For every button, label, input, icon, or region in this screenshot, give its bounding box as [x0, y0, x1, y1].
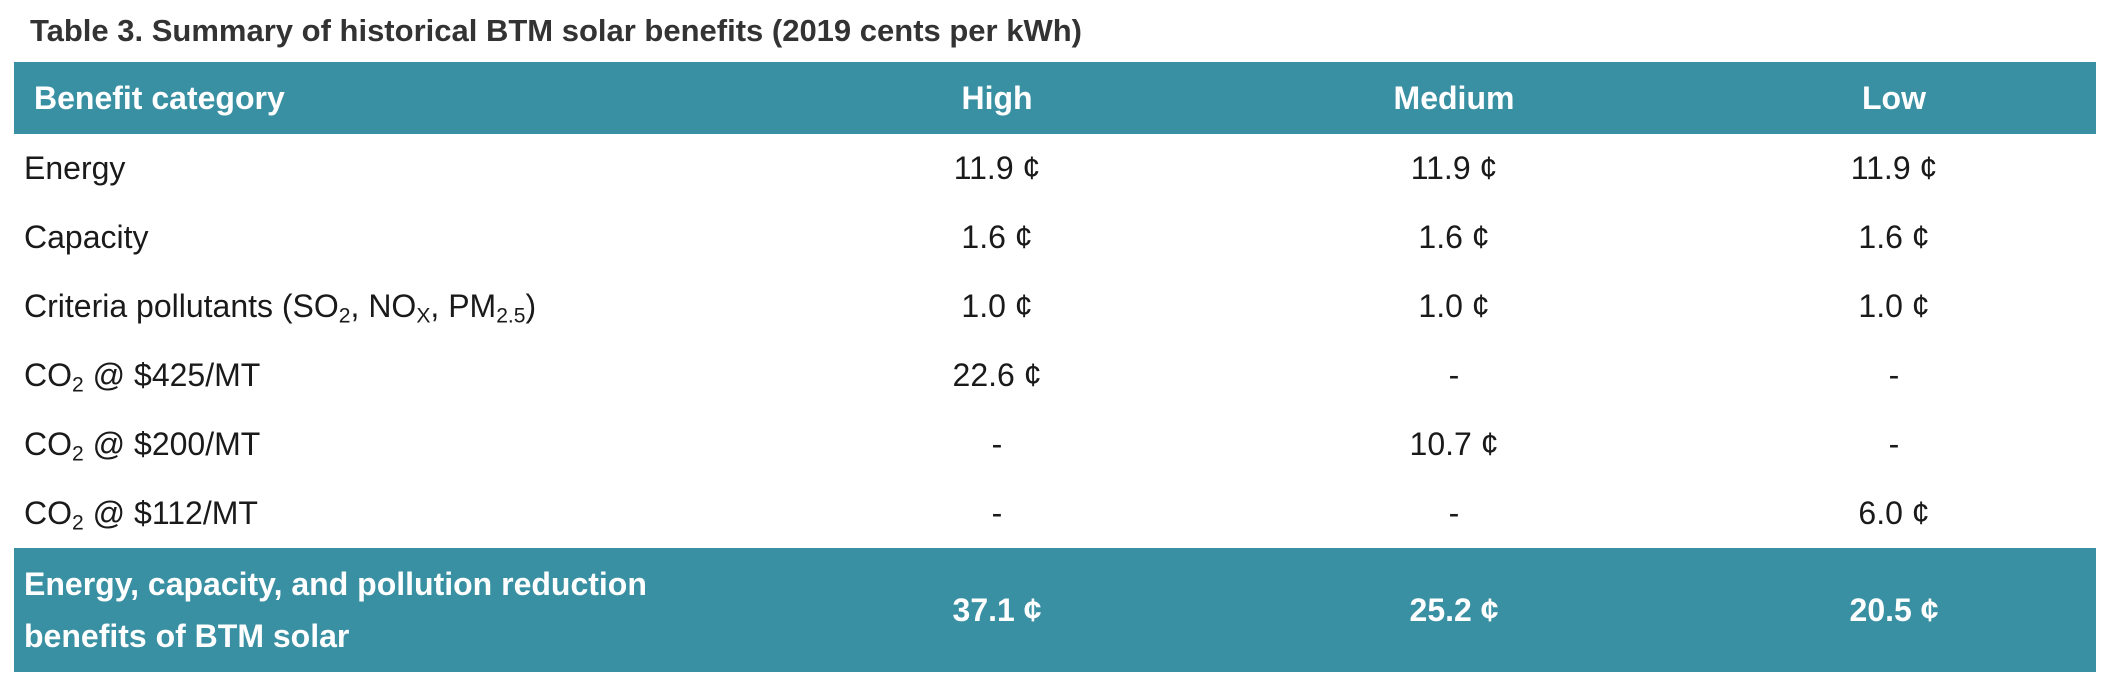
cell-high: 22.6 ¢: [952, 357, 1042, 393]
total-label-line2: benefits of BTM solar: [24, 618, 350, 654]
header-benefit-category: Benefit category: [34, 79, 285, 116]
cell-medium: 1.0 ¢: [1418, 288, 1490, 324]
label-part: , NO: [350, 288, 417, 324]
table-row-criteria-pollutants: Criteria pollutants (SO2, NOX, PM2.5) 1.…: [14, 272, 2096, 341]
cell-low: 1.0 ¢: [1858, 288, 1930, 324]
row-label: CO2 @ $425/MT: [14, 341, 778, 410]
table-row-energy: Energy 11.9 ¢ 11.9 ¢ 11.9 ¢: [14, 134, 2096, 203]
total-label: Energy, capacity, and pollution reductio…: [14, 548, 778, 672]
table-row-capacity: Capacity 1.6 ¢ 1.6 ¢ 1.6 ¢: [14, 203, 2096, 272]
label-subscript: X: [416, 304, 431, 328]
label-part: , PM: [430, 288, 497, 324]
row-label: Capacity: [24, 219, 149, 255]
total-low: 20.5 ¢: [1849, 592, 1939, 628]
table-row-co2-112: CO2 @ $112/MT - - 6.0 ¢: [14, 479, 2096, 548]
table-title: Table 3. Summary of historical BTM solar…: [30, 13, 1082, 48]
cell-high: 1.6 ¢: [961, 219, 1033, 255]
label-subscript: 2.5: [496, 304, 526, 328]
benefits-table: Benefit category High Medium Low Energy …: [14, 62, 2096, 672]
label-part: CO: [24, 357, 72, 393]
total-medium: 25.2 ¢: [1409, 592, 1499, 628]
label-subscript: 2: [72, 511, 84, 535]
label-part: @ $425/MT: [83, 357, 261, 393]
header-row: Benefit category High Medium Low: [14, 62, 2096, 134]
cell-medium: -: [1448, 357, 1460, 393]
cell-high: -: [991, 426, 1003, 462]
label-part: Criteria pollutants (SO: [24, 288, 339, 324]
cell-medium: 1.6 ¢: [1418, 219, 1490, 255]
label-subscript: 2: [72, 442, 84, 466]
label-subscript: 2: [72, 373, 84, 397]
row-label: Criteria pollutants (SO2, NOX, PM2.5): [14, 272, 778, 341]
cell-low: 6.0 ¢: [1858, 495, 1930, 531]
cell-low: 1.6 ¢: [1858, 219, 1930, 255]
cell-low: -: [1888, 357, 1900, 393]
cell-high: 1.0 ¢: [961, 288, 1033, 324]
label-part: CO: [24, 495, 72, 531]
row-label: CO2 @ $112/MT: [14, 479, 778, 548]
total-high: 37.1 ¢: [952, 592, 1042, 628]
cell-medium: -: [1448, 495, 1460, 531]
row-label: Energy: [24, 150, 126, 186]
cell-low: -: [1888, 426, 1900, 462]
label-subscript: 2: [338, 304, 351, 328]
total-label-line1: Energy, capacity, and pollution reductio…: [24, 566, 647, 602]
cell-medium: 11.9 ¢: [1410, 150, 1498, 186]
cell-low: 11.9 ¢: [1850, 150, 1938, 186]
label-part: @ $112/MT: [83, 495, 258, 531]
label-part: ): [525, 288, 537, 324]
table-row-co2-200: CO2 @ $200/MT - 10.7 ¢ -: [14, 410, 2096, 479]
cell-high: -: [991, 495, 1003, 531]
label-part: @ $200/MT: [83, 426, 261, 462]
label-part: CO: [24, 426, 72, 462]
cell-high: 11.9 ¢: [953, 150, 1041, 186]
header-low: Low: [1862, 79, 1926, 116]
table-row-co2-425: CO2 @ $425/MT 22.6 ¢ - -: [14, 341, 2096, 410]
header-high: High: [961, 79, 1033, 116]
header-medium: Medium: [1393, 79, 1515, 116]
cell-medium: 10.7 ¢: [1409, 426, 1499, 462]
row-label: CO2 @ $200/MT: [14, 410, 778, 479]
total-row: Energy, capacity, and pollution reductio…: [14, 548, 2096, 672]
